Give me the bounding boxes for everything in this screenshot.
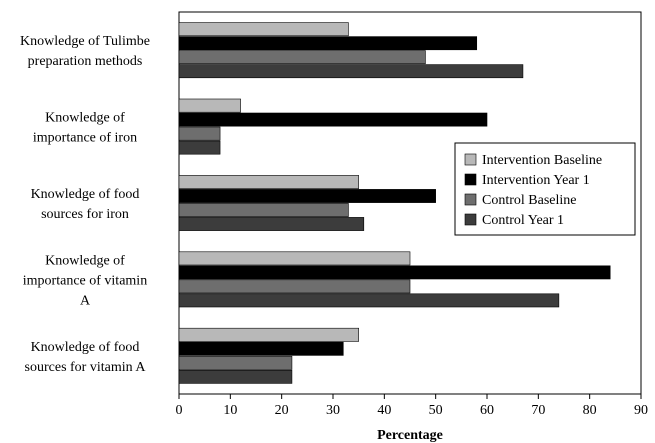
bar-3-series-3 [178, 203, 349, 217]
legend-label-1: Intervention Baseline [482, 153, 602, 168]
bar-1-series-1 [178, 22, 349, 37]
category-label-2: Knowledge of importance of iron [33, 111, 137, 146]
category-label-line: preparation methods [28, 54, 143, 69]
bar-4-series-3 [178, 279, 411, 294]
legend-swatch-4 [464, 213, 477, 226]
bar-2-series-1 [178, 98, 241, 113]
bar-4-series-4 [178, 293, 560, 308]
legend-label-2: Intervention Year 1 [482, 173, 590, 188]
legend-box [454, 142, 636, 236]
bar-4-series-1 [178, 251, 411, 266]
x-tick-label-60: 60 [480, 403, 494, 418]
legend: Intervention Baseline Intervention Year 1… [454, 142, 636, 236]
category-label-line: Knowledge of food [31, 187, 140, 202]
category-label-line: importance of vitamin [23, 273, 147, 288]
x-tick-label-30: 30 [326, 403, 340, 418]
category-label-line: Knowledge of [45, 253, 125, 268]
bar-3-series-4 [178, 217, 365, 231]
legend-swatch-3 [464, 193, 477, 206]
x-tick-label-20: 20 [275, 403, 289, 418]
legend-swatch-1 [464, 153, 477, 166]
bar-4-series-2 [178, 265, 611, 280]
x-axis-title: Percentage [377, 428, 443, 443]
legend-label-4: Control Year 1 [482, 213, 564, 228]
x-axis-ticks: 0 10 20 30 40 50 60 70 80 90 [176, 394, 648, 418]
category-labels: Knowledge of Tulimbe preparation methodsK… [20, 34, 150, 375]
category-label-5: Knowledge of food sources for vitamin A [25, 340, 147, 375]
bar-1-series-3 [178, 50, 426, 65]
x-tick-label-0: 0 [176, 403, 183, 418]
x-tick-label-80: 80 [583, 403, 597, 418]
category-label-line: Knowledge of [45, 111, 125, 126]
bar-2-series-4 [178, 140, 221, 155]
category-label-line: sources for vitamin A [25, 360, 147, 375]
bar-5-series-1 [178, 327, 359, 342]
legend-label-3: Control Baseline [482, 193, 577, 208]
category-label-line: importance of iron [33, 131, 137, 146]
x-tick-label-70: 70 [531, 403, 545, 418]
category-label-line: Knowledge of food [31, 340, 140, 355]
bar-1-series-4 [178, 64, 524, 79]
bar-2-series-3 [178, 126, 221, 141]
category-label-line: Knowledge of Tulimbe [20, 34, 150, 49]
legend-swatch-2 [464, 173, 477, 186]
category-label-4: Knowledge of importance of vitamin A [23, 253, 147, 308]
x-tick-label-90: 90 [634, 403, 648, 418]
bar-5-series-3 [178, 355, 293, 370]
category-label-line: A [80, 293, 91, 308]
bar-2-series-2 [178, 112, 488, 127]
bar-3-series-2 [178, 189, 436, 203]
x-tick-label-40: 40 [377, 403, 391, 418]
bar-3-series-1 [178, 175, 359, 189]
x-tick-label-10: 10 [223, 403, 237, 418]
bar-5-series-4 [178, 369, 293, 384]
bars-group [178, 22, 611, 384]
bar-1-series-2 [178, 36, 478, 51]
category-label-1: Knowledge of Tulimbe preparation methods [20, 34, 150, 69]
category-label-line: sources for iron [41, 207, 129, 222]
x-tick-label-50: 50 [429, 403, 443, 418]
category-label-3: Knowledge of food sources for iron [31, 187, 140, 222]
bar-5-series-2 [178, 341, 344, 356]
